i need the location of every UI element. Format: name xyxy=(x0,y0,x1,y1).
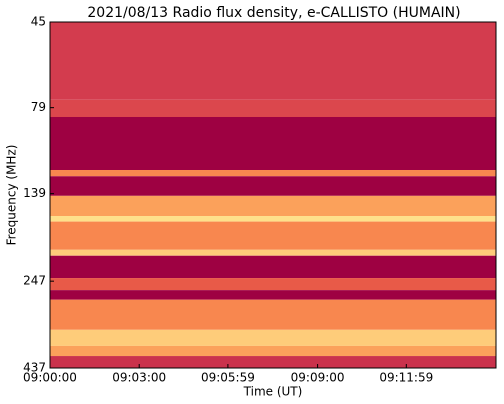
y-tick-label: 247 xyxy=(23,274,46,288)
heatmap-band xyxy=(50,22,496,100)
heatmap-band xyxy=(50,299,496,330)
y-tick-label: 437 xyxy=(23,361,46,375)
heatmap-band xyxy=(50,221,496,250)
heatmap-band xyxy=(50,329,496,346)
heatmap-band xyxy=(50,116,496,171)
heatmap-band xyxy=(50,278,496,291)
heatmap-band xyxy=(50,356,496,368)
x-tick-label: 09:11:59 xyxy=(379,371,433,385)
heatmap-band xyxy=(50,290,496,300)
heatmap-band xyxy=(50,99,496,117)
x-tick-label: 09:09:00 xyxy=(291,371,345,385)
x-tick-label: 09:03:00 xyxy=(112,371,166,385)
x-tick-label: 09:00:00 xyxy=(23,371,77,385)
y-tick-label: 45 xyxy=(31,15,46,29)
plot-frame xyxy=(49,21,497,369)
heatmap-band xyxy=(50,176,496,196)
heatmap-band xyxy=(50,170,496,177)
y-tick-label: 139 xyxy=(23,186,46,200)
heatmap-band xyxy=(50,216,496,222)
heatmap-band xyxy=(50,195,496,217)
x-axis-label: Time (UT) xyxy=(243,385,303,399)
y-axis-label: Frequency (MHz) xyxy=(5,145,19,246)
heatmap-band xyxy=(50,255,496,279)
heatmap-band xyxy=(50,345,496,357)
y-tick-label: 79 xyxy=(31,100,46,114)
heatmap-band xyxy=(50,249,496,256)
chart-title: 2021/08/13 Radio flux density, e-CALLIST… xyxy=(87,5,460,21)
x-tick-label: 09:05:59 xyxy=(201,371,255,385)
